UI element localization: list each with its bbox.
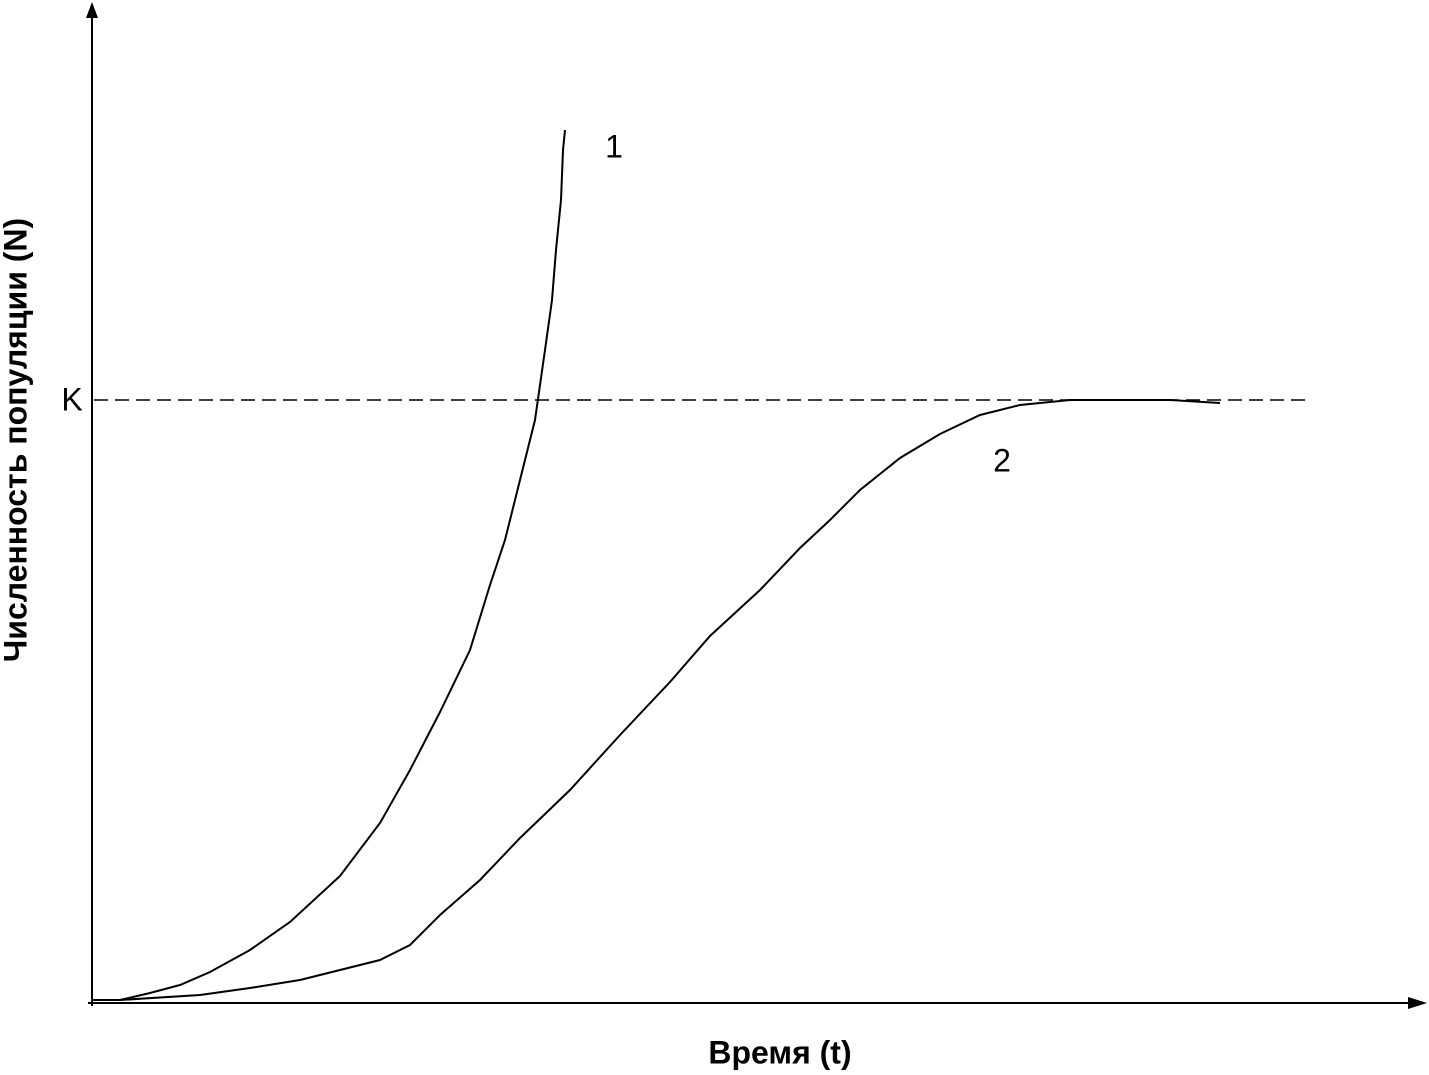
y-axis-arrow [86, 2, 98, 18]
y-axis-label: Численность популяции (N) [0, 218, 33, 662]
curve-label: 2 [993, 442, 1011, 478]
curve-2 [92, 399, 1221, 1001]
curve-1 [92, 129, 566, 1001]
k-label: K [61, 381, 82, 417]
curve-label: 1 [605, 128, 623, 164]
x-axis-label: Время (t) [708, 1034, 851, 1070]
x-axis-arrow [1408, 997, 1427, 1009]
